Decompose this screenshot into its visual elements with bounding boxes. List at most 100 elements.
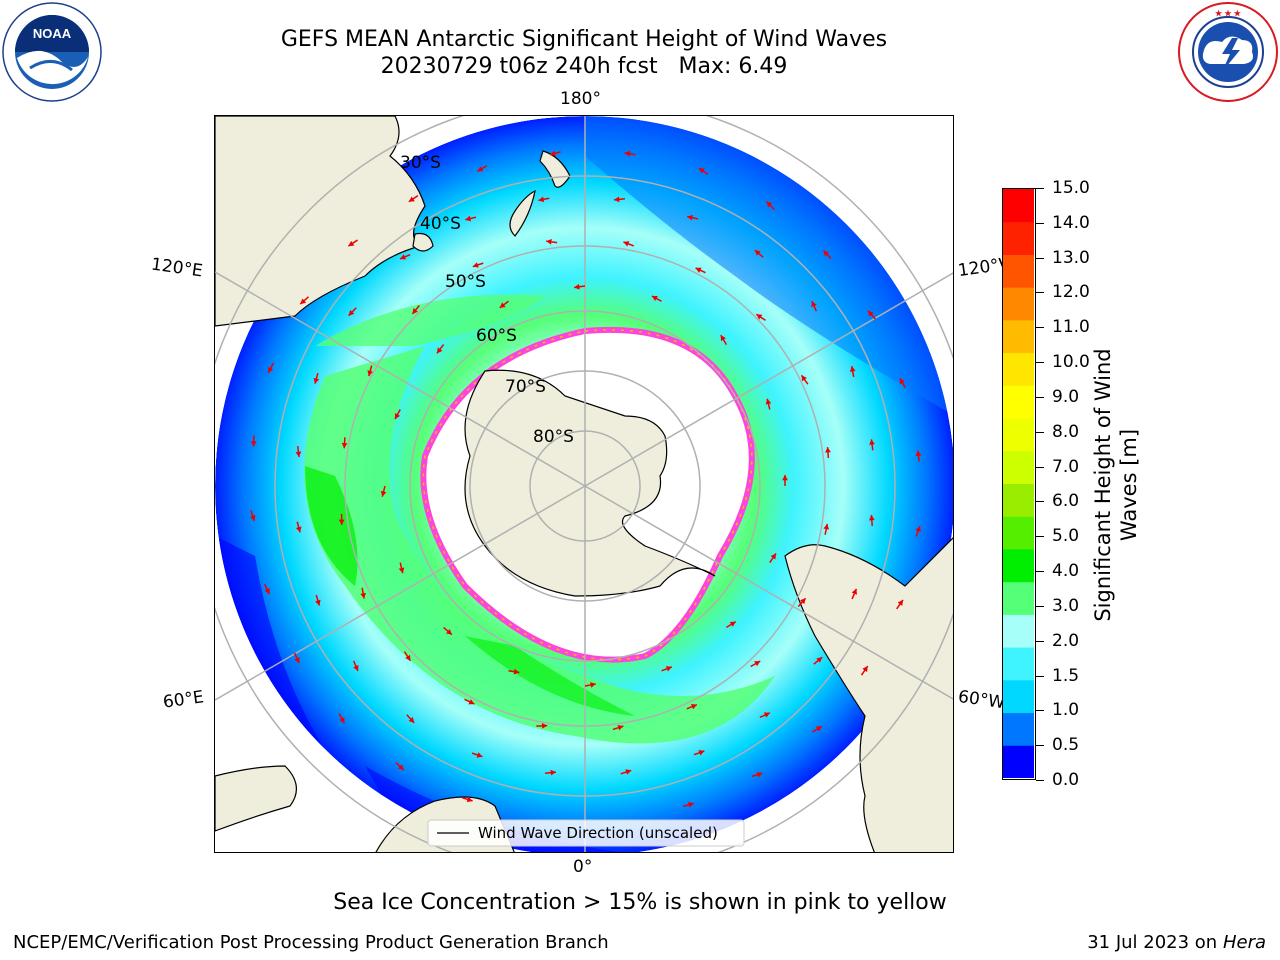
wave-arrow-head xyxy=(249,515,256,521)
wave-arrow-head xyxy=(338,519,345,525)
colorbar-swatch xyxy=(1003,418,1034,452)
wave-arrow-head xyxy=(549,150,556,157)
footer-credit: NCEP/EMC/Verification Post Processing Pr… xyxy=(13,932,609,953)
footer-host: Hera xyxy=(1222,932,1266,953)
colorbar-tick-label: 15.0 xyxy=(1052,178,1090,198)
wave-arrow-head xyxy=(815,726,822,732)
lon-label-60w: 60°W xyxy=(956,686,1006,714)
wave-arrow-head xyxy=(436,347,443,354)
colorbar-tick-mark xyxy=(1036,536,1044,538)
lon-label-180: 180° xyxy=(560,89,601,109)
lon-label-120w: 120°W xyxy=(956,254,1006,282)
wave-arrow-head xyxy=(408,196,415,202)
wave-arrow-head xyxy=(250,441,257,447)
noaa-logo-text: NOAA xyxy=(33,26,72,41)
nws-logo-icon: ★ ★ ★ xyxy=(1178,2,1278,102)
wave-arrow-head xyxy=(408,717,415,723)
svg-text:★ ★ ★: ★ ★ ★ xyxy=(1215,9,1242,18)
wave-arrow-head xyxy=(729,621,736,627)
wave-arrow-head xyxy=(823,523,830,530)
wave-arrow-head xyxy=(801,375,807,382)
colorbar-swatch xyxy=(1003,189,1034,223)
wave-arrow-head xyxy=(348,309,355,316)
wave-arrow-head xyxy=(617,724,624,731)
colorbar-label: Significant Height of Wind Waves [m] xyxy=(1091,348,1141,622)
colorbar-tick-mark xyxy=(1036,571,1044,573)
wave-arrow-head xyxy=(695,267,702,273)
colorbar-tick-label: 0.5 xyxy=(1052,735,1080,756)
colorbar-swatch xyxy=(1003,287,1034,321)
wave-arrow-head xyxy=(550,769,556,776)
wave-arrow-head xyxy=(513,668,520,675)
wave-arrow-head xyxy=(268,366,274,373)
colorbar-swatch xyxy=(1003,712,1034,746)
wave-arrow-head xyxy=(782,475,788,481)
lon-label-0: 0° xyxy=(573,857,593,877)
wave-arrow-head xyxy=(341,442,348,449)
wave-arrow-head xyxy=(397,764,404,771)
wave-arrow-head xyxy=(698,168,705,174)
wave-arrow-head xyxy=(546,238,552,245)
colorbar-tick-label: 2.0 xyxy=(1052,630,1080,651)
wave-arrow-head xyxy=(294,657,300,664)
wave-arrow-head xyxy=(394,413,401,420)
colorbar-tick-label: 9.0 xyxy=(1052,386,1080,407)
wave-arrow-head xyxy=(756,314,763,320)
colorbar-tick-mark xyxy=(1036,431,1044,433)
sea-ice-caption: Sea Ice Concentration > 15% is shown in … xyxy=(333,890,947,915)
wave-arrow-head xyxy=(899,378,905,385)
colorbar-tick-mark xyxy=(1036,362,1044,364)
wave-arrow-head xyxy=(264,588,270,595)
wave-arrow-head xyxy=(541,723,548,729)
wave-arrow-head xyxy=(367,370,373,377)
colorbar-swatch xyxy=(1003,548,1034,583)
wave-arrow-head xyxy=(400,254,406,260)
colorbar-tick-label: 10.0 xyxy=(1052,352,1090,373)
colorbar-swatch xyxy=(1003,614,1034,648)
wave-arrow-head xyxy=(799,598,806,605)
colorbar-tick-label: 5.0 xyxy=(1052,526,1080,547)
wave-arrow-head xyxy=(625,769,632,775)
wave-arrow-head xyxy=(823,250,830,257)
colorbar-tick-mark xyxy=(1036,188,1044,189)
wave-arrow-head xyxy=(915,450,922,457)
wave-arrow-head xyxy=(868,514,875,521)
wave-arrow-head xyxy=(862,666,868,673)
wave-arrow-head xyxy=(499,302,506,308)
wave-arrow-head xyxy=(300,298,307,305)
colorbar-tick-mark xyxy=(1036,466,1044,468)
colorbar-tick-mark xyxy=(1036,745,1044,747)
wave-arrow-head xyxy=(811,301,817,308)
antarctic-wave-map: 30°S 40°S 50°S 60°S 70°S 80°S Wind Wave … xyxy=(215,116,953,852)
wave-arrow-head xyxy=(869,439,875,445)
colorbar-tick-label: 1.0 xyxy=(1052,700,1080,721)
wave-arrow-head xyxy=(476,752,483,758)
lon-label-60e: 60°E xyxy=(161,687,206,713)
wave-arrow-head xyxy=(766,201,773,208)
wave-arrow-head xyxy=(398,567,405,574)
lat-label-50s: 50°S xyxy=(445,272,486,292)
wave-arrow-head xyxy=(412,308,418,314)
colorbar-tick-mark xyxy=(1036,327,1044,329)
colorbar-tick-mark xyxy=(1036,780,1044,781)
colorbar-tick-label: 14.0 xyxy=(1052,212,1090,233)
colorbar-tick-label: 3.0 xyxy=(1052,595,1080,616)
lat-label-60s: 60°S xyxy=(476,326,517,346)
legend-label: Wind Wave Direction (unscaled) xyxy=(478,824,718,842)
colorbar-tick-mark xyxy=(1036,501,1044,503)
wave-arrow-head xyxy=(651,295,658,302)
wave-arrow-head xyxy=(720,335,726,342)
colorbar-swatch xyxy=(1003,745,1034,779)
wave-arrow-head xyxy=(665,666,672,672)
colorbar-tick-mark xyxy=(1036,292,1044,294)
wave-arrow-head xyxy=(897,599,903,606)
wave-arrow-head xyxy=(295,451,302,457)
wave-arrow-head xyxy=(380,490,387,497)
map-legend: Wind Wave Direction (unscaled) xyxy=(427,819,745,847)
colorbar-tick-mark xyxy=(1036,675,1044,677)
lat-label-70s: 70°S xyxy=(505,377,546,397)
lat-label-80s: 80°S xyxy=(533,427,574,447)
wave-arrow-head xyxy=(765,398,772,405)
wave-arrow-head xyxy=(688,802,694,808)
colorbar-tick-label: 8.0 xyxy=(1052,421,1080,442)
